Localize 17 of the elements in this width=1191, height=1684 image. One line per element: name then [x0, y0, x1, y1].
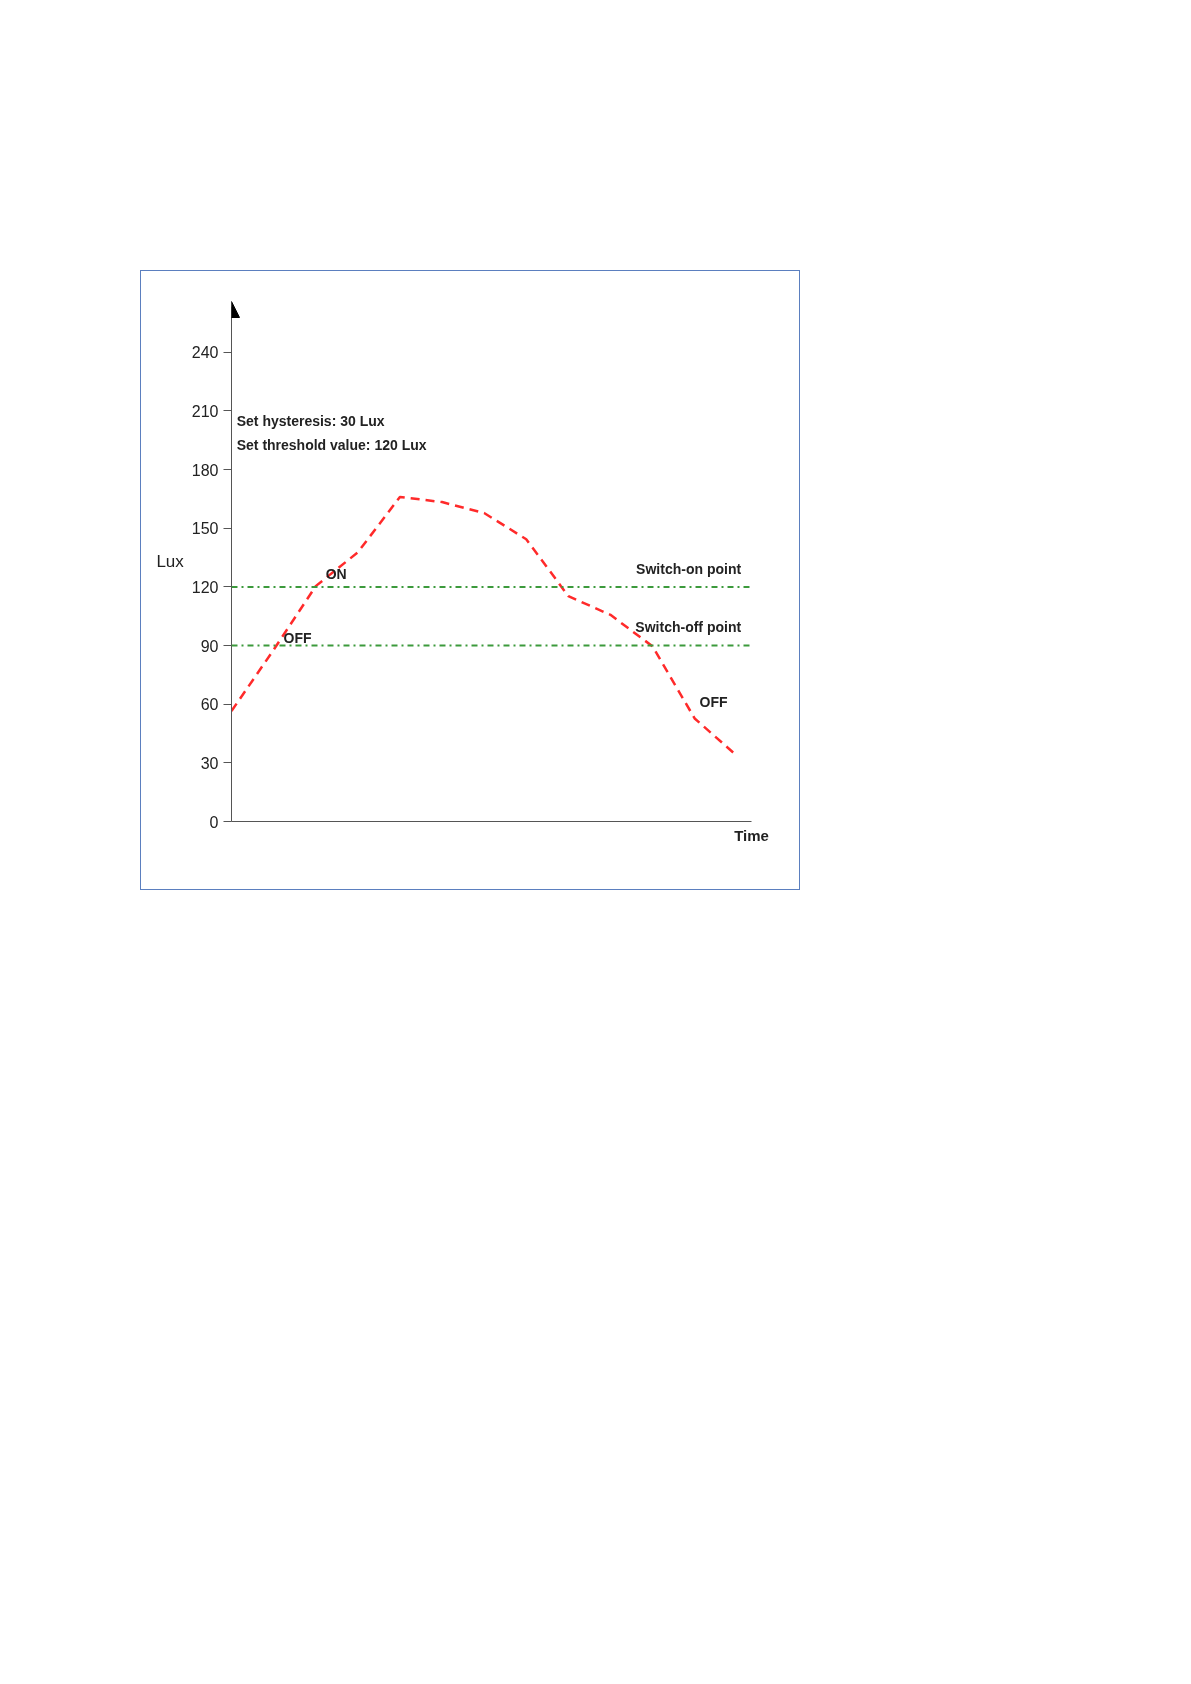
y-tick-label: 60 — [200, 696, 219, 714]
y-tick-label: 120 — [191, 578, 219, 596]
annotation: OFF — [283, 629, 313, 646]
x-axis-title: Time — [734, 826, 769, 844]
y-tick-label: 180 — [191, 461, 219, 479]
y-tick-label: 0 — [209, 813, 219, 831]
ref-line-label: Switch-off point — [635, 619, 742, 636]
annotation: Set threshold value: 120 Lux — [236, 436, 427, 453]
annotation: Set hysteresis: 30 Lux — [236, 413, 385, 430]
y-tick-label: 150 — [191, 520, 219, 538]
y-tick-label: 90 — [200, 637, 219, 655]
y-axis-title: Lux — [156, 552, 185, 571]
y-tick-label: 240 — [191, 344, 219, 362]
y-tick-label: 30 — [200, 754, 219, 772]
y-tick-label: 210 — [191, 402, 219, 420]
annotation: OFF — [699, 693, 728, 710]
ref-line-label: Switch-on point — [636, 560, 742, 577]
